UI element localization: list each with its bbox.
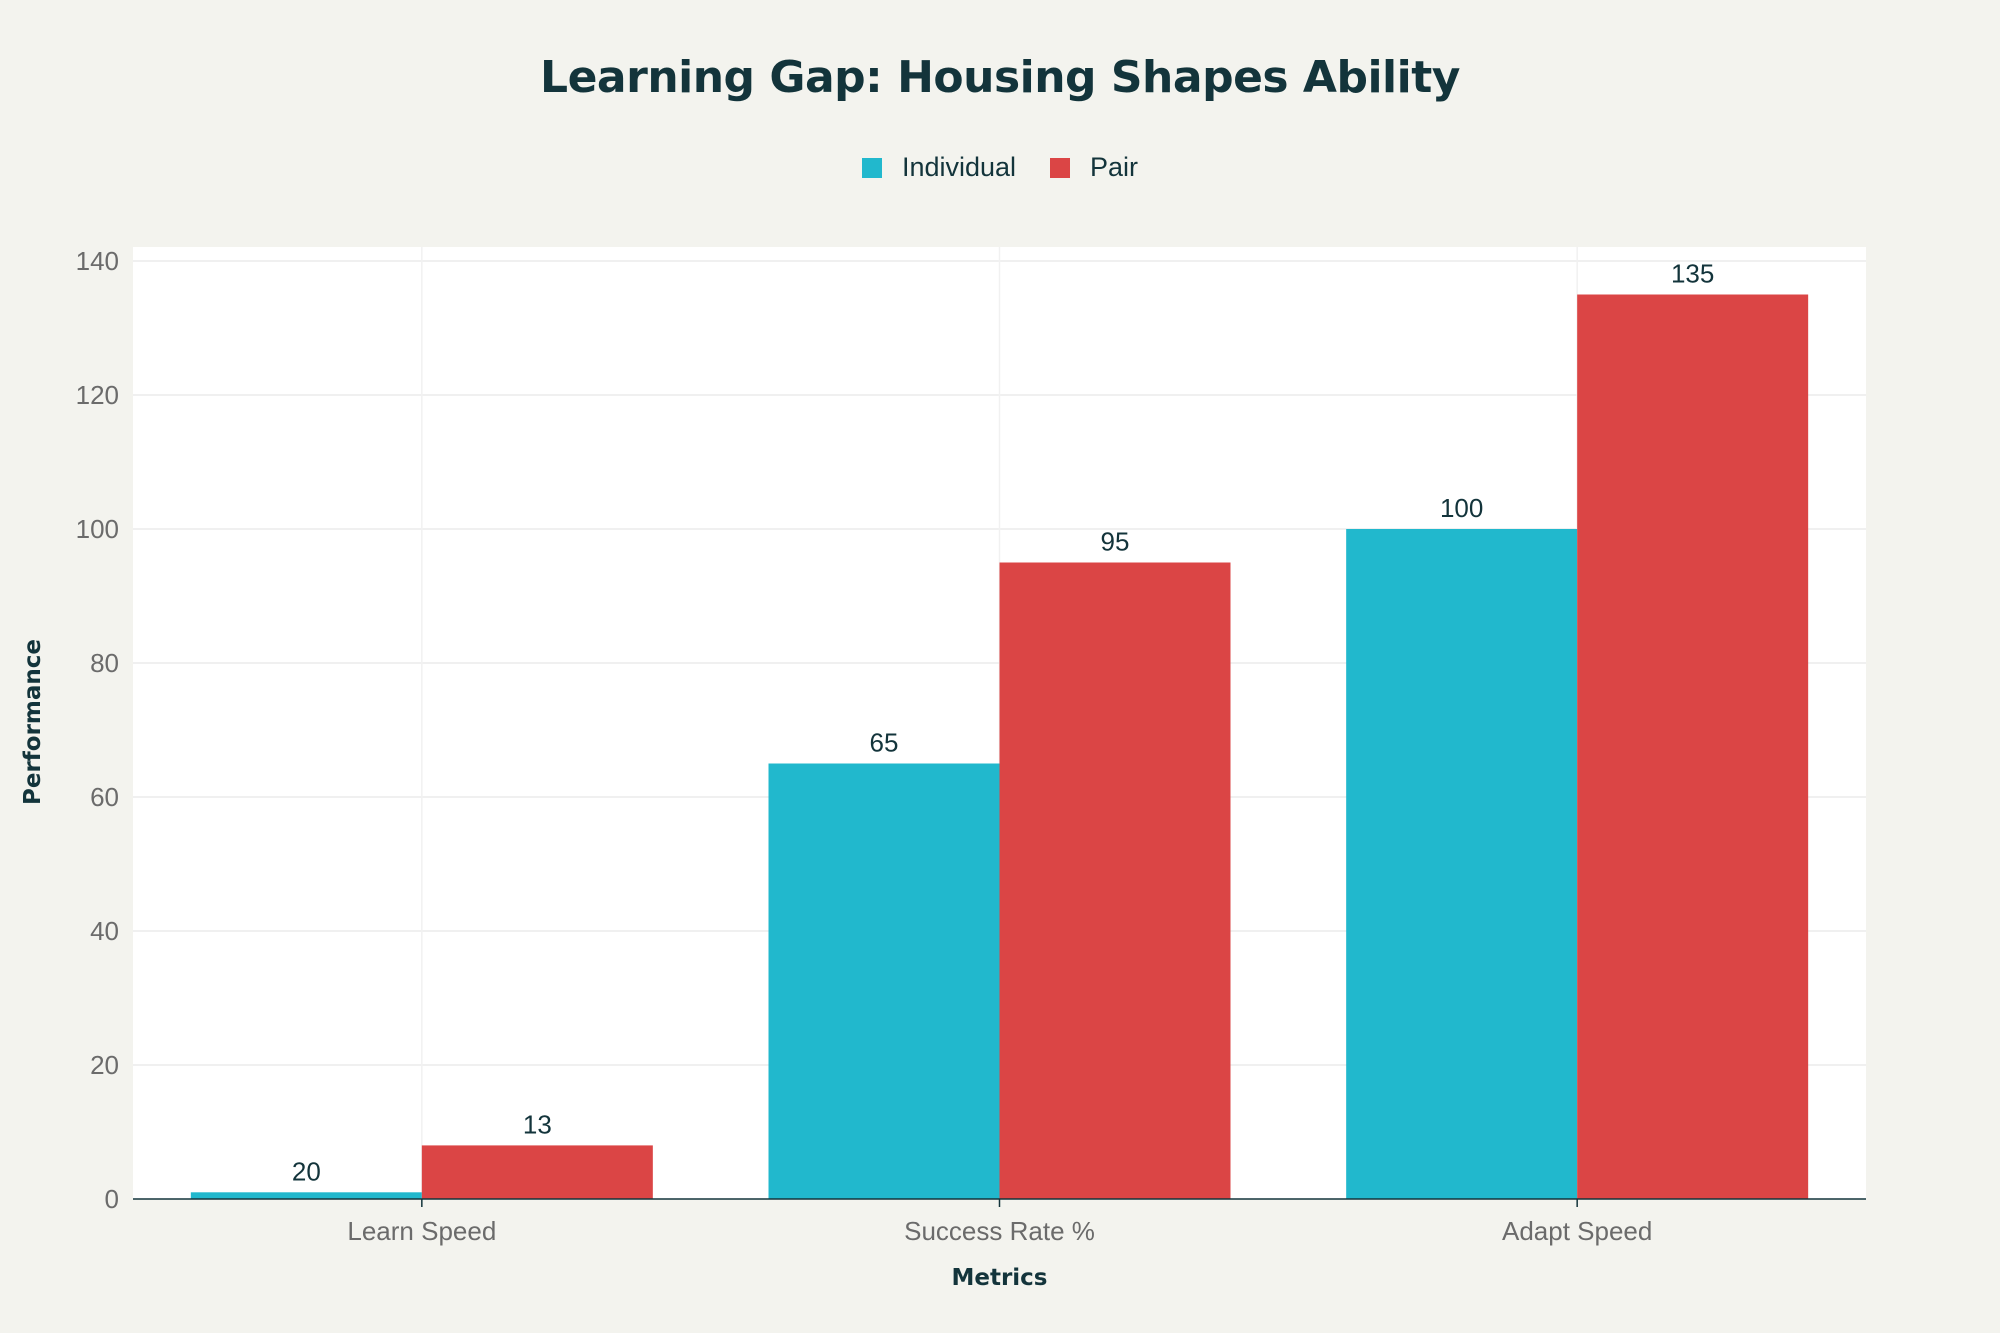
legend-swatch-individual bbox=[861, 157, 882, 178]
bar-value-label: 20 bbox=[292, 1156, 321, 1186]
bar-value-label: 13 bbox=[523, 1109, 552, 1139]
bar-value-label: 135 bbox=[1671, 259, 1714, 289]
y-tick-label: 100 bbox=[76, 514, 119, 544]
bar-value-label: 95 bbox=[1101, 527, 1130, 557]
chart-title: Learning Gap: Housing Shapes Ability bbox=[540, 52, 1460, 103]
y-tick-label: 60 bbox=[90, 782, 119, 812]
x-tick-label: Learn Speed bbox=[347, 1216, 496, 1246]
y-axis-ticks: 0 20 40 60 80 100 120 140 bbox=[76, 246, 119, 1214]
x-axis-title: Metrics bbox=[951, 1265, 1047, 1291]
bar-individual-1[interactable] bbox=[768, 763, 1000, 1200]
bar-value-label: 100 bbox=[1440, 493, 1483, 523]
bar-individual-2[interactable] bbox=[1346, 529, 1578, 1199]
y-tick-label: 0 bbox=[105, 1184, 119, 1214]
bar-individual-0[interactable] bbox=[190, 1192, 422, 1199]
bar-pair-2[interactable] bbox=[1577, 294, 1809, 1200]
bars bbox=[190, 294, 1809, 1200]
y-tick-label: 80 bbox=[90, 648, 119, 678]
bar-pair-1[interactable] bbox=[999, 562, 1231, 1200]
data-labels: 20 13 65 95 100 135 bbox=[292, 259, 1714, 1187]
legend-swatch-pair bbox=[1050, 157, 1071, 178]
bar-pair-0[interactable] bbox=[421, 1145, 653, 1199]
y-tick-label: 20 bbox=[90, 1050, 119, 1080]
legend-label-individual: Individual bbox=[901, 152, 1017, 182]
legend: Individual Pair bbox=[0, 152, 2000, 183]
legend-item-pair[interactable]: Pair bbox=[1050, 152, 1138, 183]
y-tick-label: 120 bbox=[76, 380, 119, 410]
y-tick-label: 140 bbox=[76, 246, 119, 276]
y-axis-title: Performance bbox=[20, 639, 46, 805]
bar-value-label: 65 bbox=[870, 728, 899, 758]
x-tick-label: Adapt Speed bbox=[1502, 1216, 1652, 1246]
x-axis-ticks: Learn Speed Success Rate % Adapt Speed bbox=[347, 1199, 1652, 1246]
x-tick-label: Success Rate % bbox=[904, 1216, 1095, 1246]
legend-label-pair: Pair bbox=[1090, 152, 1139, 182]
y-tick-label: 40 bbox=[90, 916, 119, 946]
legend-item-individual[interactable]: Individual bbox=[861, 152, 1017, 183]
